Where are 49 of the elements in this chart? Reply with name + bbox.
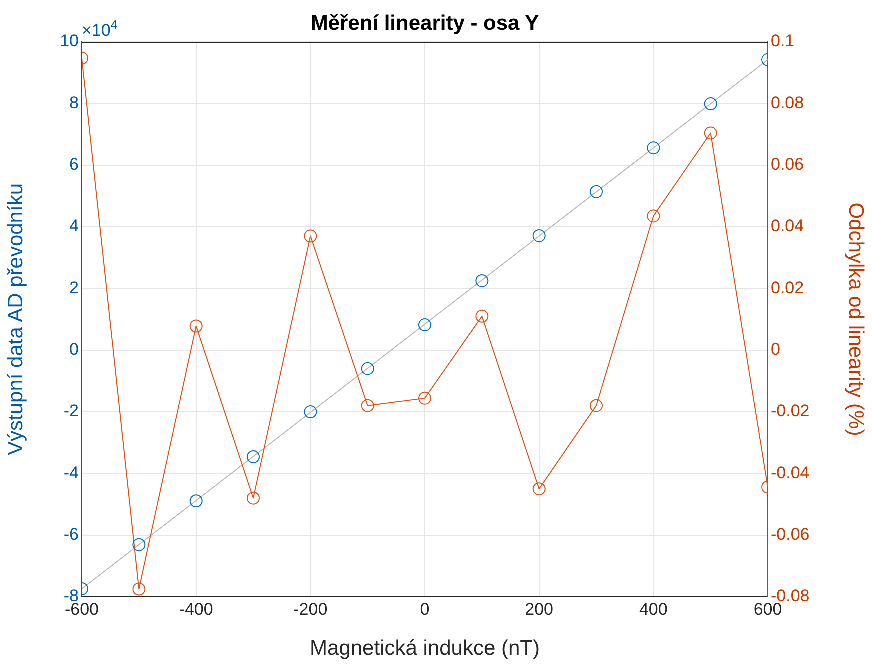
point bbox=[132, 582, 146, 596]
point bbox=[704, 97, 718, 110]
point bbox=[418, 318, 432, 332]
x-tick-label: -400 bbox=[179, 600, 214, 619]
x-tick-label: -200 bbox=[294, 600, 328, 619]
y-tick-label: 6 bbox=[70, 155, 79, 174]
point bbox=[361, 399, 374, 412]
y2-tick-label: 0 bbox=[771, 340, 780, 360]
y-tick-label: 8 bbox=[70, 93, 79, 112]
point bbox=[190, 320, 203, 333]
y2-tick-label: 0.06 bbox=[771, 155, 804, 174]
point bbox=[647, 142, 660, 155]
point bbox=[532, 229, 546, 242]
point bbox=[247, 450, 260, 464]
chart-title: Měření linearity - osa Y bbox=[310, 12, 540, 35]
y-tick-label: -2 bbox=[64, 402, 79, 421]
point bbox=[190, 494, 203, 508]
point bbox=[704, 126, 718, 140]
point bbox=[532, 482, 546, 496]
point bbox=[361, 362, 374, 376]
y2-tick-label: 0.08 bbox=[771, 93, 804, 112]
point bbox=[304, 230, 318, 243]
y-tick-label: 0 bbox=[70, 340, 79, 360]
point bbox=[476, 274, 489, 288]
point bbox=[304, 406, 318, 418]
y2-tick-label: -0.02 bbox=[771, 402, 810, 421]
y-tick-label: -4 bbox=[64, 463, 79, 482]
y2-tick-label: 0.02 bbox=[771, 278, 804, 298]
point bbox=[590, 399, 603, 412]
point bbox=[247, 492, 260, 505]
y-tick-label: 4 bbox=[70, 216, 79, 236]
y2-tick-label: -0.06 bbox=[771, 525, 810, 544]
y-tick-label: 2 bbox=[70, 278, 79, 298]
y-axis-title: Výstupní data AD převodníku bbox=[4, 183, 28, 456]
point bbox=[590, 185, 603, 198]
point bbox=[418, 392, 432, 405]
point bbox=[132, 538, 146, 552]
x-tick-label: 200 bbox=[525, 600, 554, 619]
y2-tick-label: -0.04 bbox=[771, 463, 810, 482]
x-axis-title: Magnetická indukce (nT) bbox=[310, 637, 540, 660]
y2-tick-label: 0.04 bbox=[771, 216, 804, 236]
x-tick-label: 400 bbox=[639, 600, 668, 619]
y2-axis-title: Odchylka od linearity (%) bbox=[844, 202, 868, 436]
y-tick-label: 10 bbox=[60, 32, 79, 51]
y2-tick-label: 0.1 bbox=[771, 32, 795, 51]
point bbox=[476, 310, 489, 323]
y-tick-label: -6 bbox=[64, 525, 79, 544]
point bbox=[647, 210, 660, 223]
x-tick-label: 0 bbox=[420, 600, 430, 619]
